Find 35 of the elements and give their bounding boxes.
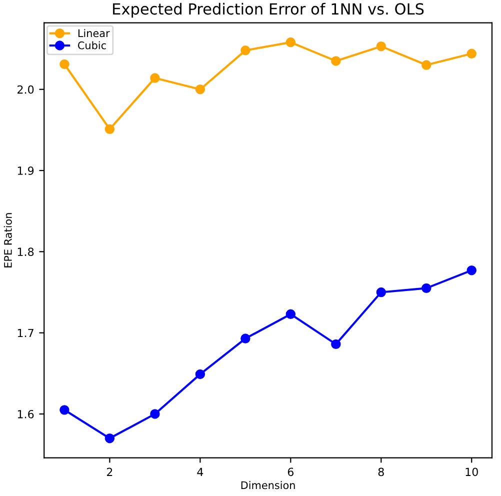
point: [60, 59, 70, 70]
point: [195, 84, 206, 94]
point: [240, 46, 250, 56]
point: [60, 405, 70, 415]
x-tick-label: 2: [106, 468, 112, 476]
point: [376, 41, 386, 52]
y-axis-title: EPE Ration: [4, 213, 12, 268]
point: [331, 56, 341, 66]
point: [286, 37, 296, 48]
point: [376, 287, 386, 298]
y-tick-label: 1.8: [18, 248, 34, 256]
y-tick-label: 1.9: [18, 166, 34, 175]
legend-label: Linear: [78, 29, 110, 38]
chart-title: Expected Prediction Error of 1NN vs. OLS: [113, 2, 424, 18]
point: [240, 334, 250, 344]
y-tick-label: 2.0: [18, 85, 34, 94]
x-tick-label: 6: [288, 468, 294, 476]
point: [286, 309, 296, 320]
point: [422, 60, 432, 70]
point: [150, 409, 160, 419]
x-tick-label: 8: [378, 468, 384, 476]
point: [150, 73, 160, 83]
legend-label: Cubic: [78, 41, 106, 50]
point: [331, 339, 341, 350]
x-tick-label: 4: [197, 468, 204, 476]
y-tick-label: 1.7: [18, 328, 34, 338]
x-tick-label: 10: [466, 468, 478, 476]
point: [104, 124, 115, 134]
x-axis-title: Dimension: [241, 481, 295, 490]
point: [104, 433, 115, 444]
point: [466, 48, 476, 59]
point: [195, 369, 206, 380]
point: [466, 265, 476, 276]
y-tick-label: 1.6: [18, 410, 34, 418]
point: [422, 283, 432, 294]
